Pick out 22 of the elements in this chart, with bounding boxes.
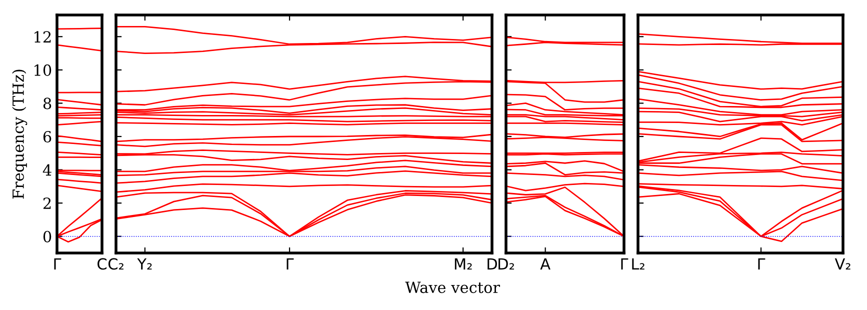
y-tick-label: 0	[43, 230, 52, 242]
y-tick-label: 2	[43, 198, 51, 209]
y-tick-label: 12	[34, 31, 51, 42]
y-axis-title: Frequency (THz)	[12, 70, 28, 199]
x-tick-label: M₂	[454, 258, 472, 270]
x-tick-label: Γ	[286, 258, 294, 270]
y-tick-label: 10	[34, 64, 52, 76]
x-axis-title: Wave vector	[405, 282, 500, 294]
x-tick-label: L₂	[632, 258, 644, 270]
x-tick-label: D	[488, 258, 497, 270]
x-tick-label: D₂	[498, 258, 514, 270]
x-tick-label: Γ	[758, 258, 766, 270]
x-tick-label: C	[98, 258, 107, 270]
y-tick-label: 6	[43, 130, 52, 143]
x-tick-label: V₂	[834, 258, 850, 270]
x-tick-label: Y₂	[137, 258, 152, 270]
y-tick-label: 4	[42, 164, 52, 176]
x-tick-label: Γ	[621, 258, 628, 270]
x-tick-label: A	[540, 258, 550, 270]
x-tick-label: C₂	[108, 258, 124, 270]
x-tick-label: Γ	[54, 258, 62, 270]
y-tick-label: 8	[43, 98, 52, 110]
